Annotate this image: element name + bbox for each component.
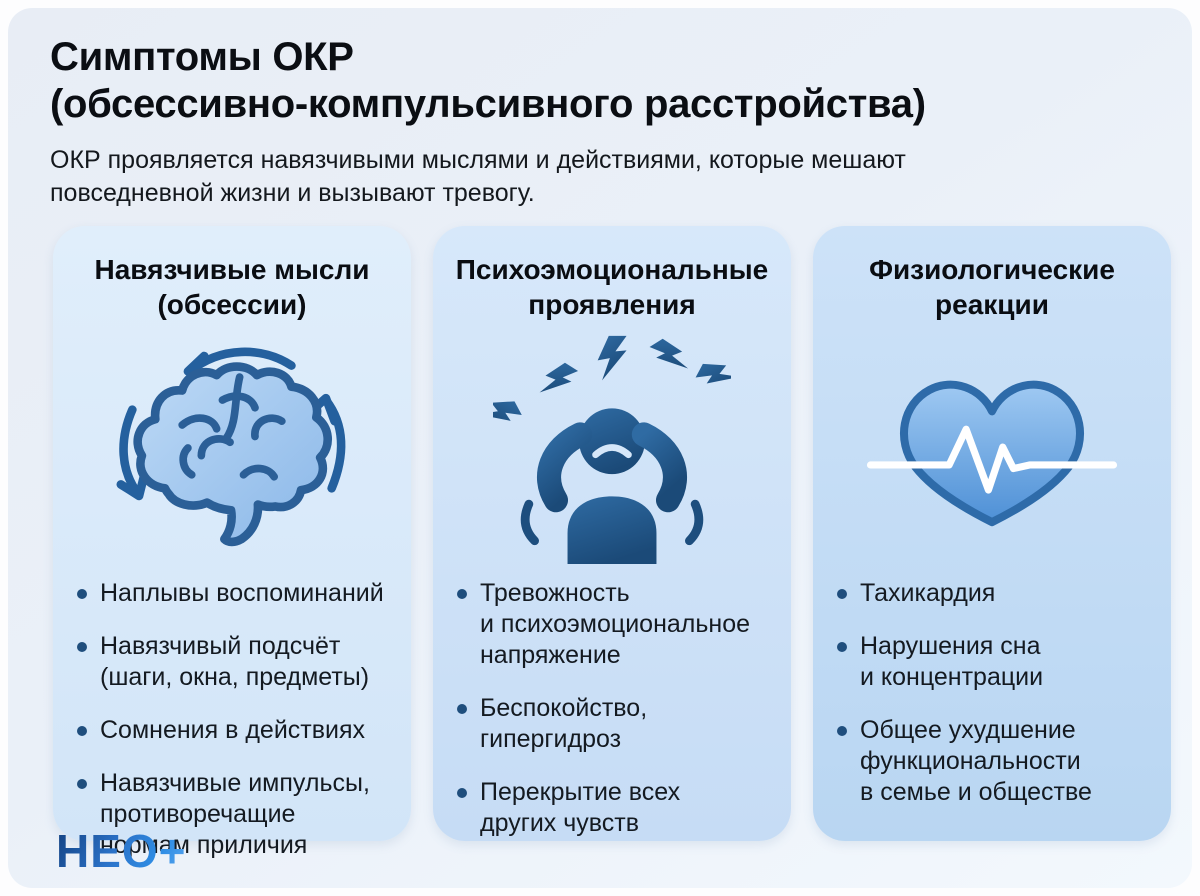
brain-cycle-icon (75, 330, 389, 566)
header: Симптомы ОКР (обсессивно-компульсивного … (50, 34, 1160, 211)
list-item: Перекрытие всех других чувств (457, 777, 767, 839)
bullet-icon (77, 726, 87, 736)
brand-logo: НЕО+ (56, 825, 187, 877)
card-title: Психоэмоциональные проявления (455, 254, 769, 320)
list-item: Сомнения в действиях (77, 715, 387, 746)
item-text: Навязчивый подсчёт (шаги, окна, предметы… (100, 632, 370, 691)
card-title: Физиологические реакции (869, 254, 1115, 320)
item-text: Навязчивые импульсы, противоречащие норм… (100, 769, 370, 859)
bullet-icon (457, 704, 467, 714)
bullet-icon (77, 779, 87, 789)
bullet-icon (457, 589, 467, 599)
stressed-person-icon (455, 330, 769, 566)
item-text: Общее ухудшение функциональности в семье… (860, 716, 1092, 806)
list-item: Общее ухудшение функциональности в семье… (837, 715, 1147, 808)
list-item: Беспокойство, гипергидроз (457, 693, 767, 755)
item-text: Беспокойство, гипергидроз (480, 694, 648, 753)
card-psycho-emotional: Психоэмоциональные проявления (433, 226, 791, 841)
page-title: Симптомы ОКР (обсессивно-компульсивного … (50, 35, 926, 126)
bullet-icon (77, 589, 87, 599)
cards-row: Навязчивые мысли (обсессии) (53, 226, 1171, 859)
heart-pulse-icon (835, 330, 1149, 566)
symptom-list: Тревожность и психоэмоциональное напряже… (455, 578, 769, 839)
card-physiological: Физиологические реакции (813, 226, 1171, 841)
card-title: Навязчивые мысли (обсессии) (94, 254, 370, 320)
stressed-person-icon-svg (493, 335, 731, 564)
page-background: Симптомы ОКР (обсессивно-компульсивного … (8, 8, 1192, 888)
item-text: Тревожность и психоэмоциональное напряже… (480, 579, 751, 669)
card-obsessions: Навязчивые мысли (обсессии) (53, 226, 411, 859)
heart-pulse-icon-svg (866, 380, 1118, 527)
list-item: Навязчивый подсчёт (шаги, окна, предметы… (77, 631, 387, 693)
symptom-list: Наплывы воспоминаний Навязчивый подсчёт … (75, 578, 389, 861)
item-text: Сомнения в действиях (100, 716, 366, 744)
list-item: Тревожность и психоэмоциональное напряже… (457, 578, 767, 671)
list-item: Наплывы воспоминаний (77, 578, 387, 609)
brain-cycle-icon-svg (116, 347, 346, 547)
symptom-list: Тахикардия Нарушения сна и концентрации … (835, 578, 1149, 808)
bullet-icon (77, 642, 87, 652)
bullet-icon (837, 726, 847, 736)
list-item: Тахикардия (837, 578, 1147, 609)
item-text: Нарушения сна и концентрации (860, 632, 1044, 691)
item-text: Перекрытие всех других чувств (480, 778, 681, 837)
bullet-icon (837, 589, 847, 599)
list-item: Нарушения сна и концентрации (837, 631, 1147, 693)
page-subtitle: ОКР проявляется навязчивыми мыслями и де… (50, 145, 906, 208)
bullet-icon (457, 788, 467, 798)
bullet-icon (837, 642, 847, 652)
item-text: Тахикардия (860, 579, 996, 607)
item-text: Наплывы воспоминаний (100, 579, 384, 607)
list-item: Навязчивые импульсы, противоречащие норм… (77, 768, 387, 861)
